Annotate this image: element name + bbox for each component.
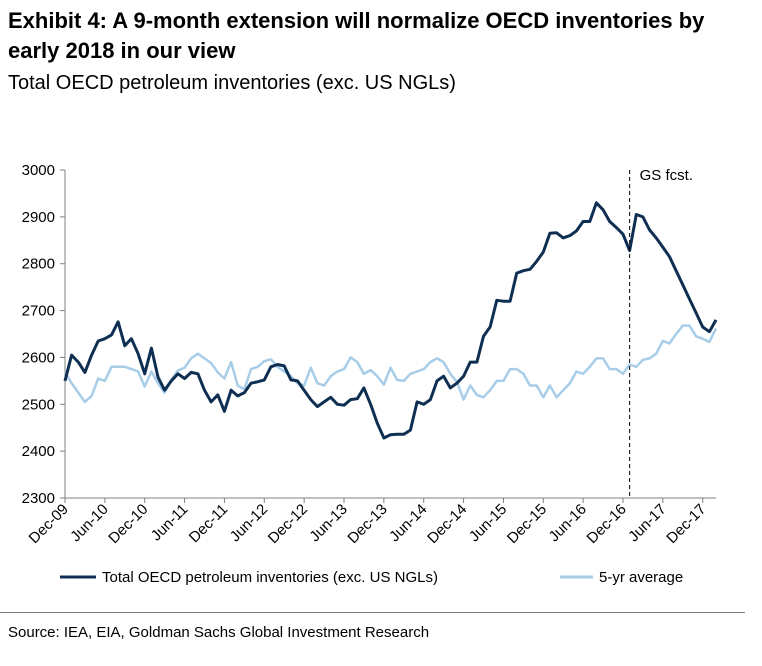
footer-divider bbox=[0, 612, 745, 613]
x-tick-label: Jun-14 bbox=[386, 501, 430, 545]
x-tick-label: Jun-10 bbox=[67, 501, 111, 545]
x-tick-label: Dec-17 bbox=[663, 501, 709, 547]
x-tick-label: Jun-11 bbox=[148, 501, 192, 545]
y-tick-label: 2600 bbox=[22, 349, 55, 366]
x-tick-label: Dec-12 bbox=[265, 501, 311, 547]
legend: Total OECD petroleum inventories (exc. U… bbox=[60, 569, 683, 586]
series-layer bbox=[63, 201, 718, 440]
forecast-label: GS fcst. bbox=[640, 167, 693, 184]
x-tick-label: Jun-17 bbox=[625, 501, 669, 545]
y-tick-label: 2500 bbox=[22, 396, 55, 413]
x-tick-label: Dec-09 bbox=[26, 501, 72, 547]
series-line-total-oecd bbox=[63, 201, 718, 440]
x-tick-label: Jun-13 bbox=[306, 501, 350, 545]
y-tick-label: 2800 bbox=[22, 256, 55, 273]
chart-axes: 23002400250026002700280029003000Dec-09Ju… bbox=[22, 162, 716, 547]
x-tick-label: Dec-15 bbox=[504, 501, 550, 547]
chart-subtitle: Total OECD petroleum inventories (exc. U… bbox=[8, 72, 456, 94]
x-tick-label: Dec-14 bbox=[424, 501, 470, 547]
legend-label-5yr-average: 5-yr average bbox=[599, 569, 683, 586]
x-tick-label: Jun-12 bbox=[227, 501, 271, 545]
x-tick-label: Jun-15 bbox=[466, 501, 510, 545]
annotation-layer: GS fcst. bbox=[629, 167, 693, 498]
series-line-5yr-average bbox=[63, 324, 718, 404]
y-tick-label: 3000 bbox=[22, 162, 55, 179]
y-tick-label: 2400 bbox=[22, 443, 55, 460]
source-note: Source: IEA, EIA, Goldman Sachs Global I… bbox=[8, 624, 430, 641]
x-tick-label: Dec-13 bbox=[344, 501, 390, 547]
y-tick-label: 2300 bbox=[22, 490, 55, 507]
x-tick-label: Dec-11 bbox=[186, 501, 231, 546]
line-chart: 23002400250026002700280029003000Dec-09Ju… bbox=[22, 162, 718, 586]
y-tick-label: 2700 bbox=[22, 303, 55, 320]
chart-title: Exhibit 4: A 9-month extension will norm… bbox=[8, 8, 705, 63]
x-tick-label: Jun-16 bbox=[546, 501, 590, 545]
x-tick-label: Dec-10 bbox=[105, 501, 151, 547]
x-tick-label: Dec-16 bbox=[584, 501, 630, 547]
y-tick-label: 2900 bbox=[22, 209, 55, 226]
legend-label-total-oecd: Total OECD petroleum inventories (exc. U… bbox=[102, 569, 438, 586]
